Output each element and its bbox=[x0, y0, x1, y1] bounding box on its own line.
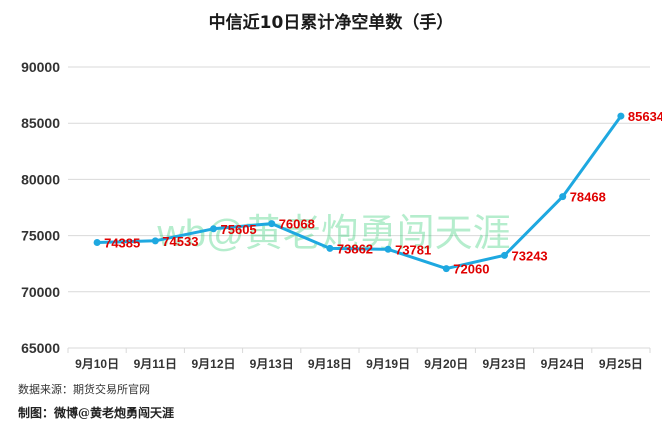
series-layer bbox=[93, 112, 625, 273]
data-point bbox=[501, 251, 508, 259]
chart-title: 中信近10日累计净空单数（手） bbox=[208, 13, 454, 33]
data-label: 74533 bbox=[162, 234, 198, 249]
y-axis: 65000 70000 75000 80000 85000 90000 bbox=[21, 59, 60, 356]
data-label: 73243 bbox=[512, 248, 548, 263]
data-label: 85634 bbox=[628, 109, 662, 124]
y-tick-label: 90000 bbox=[21, 59, 60, 75]
data-point bbox=[151, 237, 159, 245]
x-tick-label: 9月11日 bbox=[134, 357, 177, 371]
data-label: 78468 bbox=[570, 190, 606, 205]
x-tick-label: 9月10日 bbox=[75, 357, 119, 371]
x-tick-label: 9月18日 bbox=[308, 357, 352, 371]
x-tick-label: 9月12日 bbox=[191, 357, 235, 371]
x-tick-label: 9月24日 bbox=[541, 357, 585, 371]
x-tick-label: 9月23日 bbox=[482, 357, 526, 371]
y-tick-label: 75000 bbox=[21, 228, 60, 244]
x-tick-label: 9月25日 bbox=[599, 357, 643, 371]
data-label: 72060 bbox=[453, 262, 489, 277]
data-point bbox=[559, 193, 567, 201]
grid-layer bbox=[68, 66, 650, 349]
data-label: 75605 bbox=[221, 222, 257, 237]
data-point bbox=[442, 265, 450, 273]
data-label: 73781 bbox=[395, 242, 431, 257]
data-label-layer: 74385 74533 75605 76068 73862 73781 72060 73243… bbox=[104, 109, 662, 277]
data-label: 74385 bbox=[104, 236, 140, 251]
x-tick-label: 9月20日 bbox=[424, 357, 468, 371]
x-tick-label: 9月19日 bbox=[366, 357, 410, 371]
series-line bbox=[95, 114, 623, 271]
data-point bbox=[93, 239, 101, 247]
data-label: 76068 bbox=[279, 217, 315, 232]
data-point bbox=[326, 244, 334, 252]
data-point bbox=[617, 112, 625, 120]
data-point bbox=[268, 220, 276, 228]
y-tick-label: 80000 bbox=[21, 171, 60, 187]
y-tick-label: 65000 bbox=[21, 340, 60, 356]
x-axis: 9月10日 9月11日 9月12日 9月13日 9月18日 9月19日 9月20日 9月23日… bbox=[67, 348, 651, 371]
data-source-note: 数据来源：期货交易所官网 bbox=[18, 383, 150, 396]
chart-credit: 制图：微博@黄老炮勇闯天涯 bbox=[18, 406, 175, 420]
data-point bbox=[384, 245, 392, 253]
x-tick-label: 9月13日 bbox=[250, 357, 294, 371]
data-point bbox=[210, 225, 217, 233]
data-label: 73862 bbox=[337, 241, 373, 256]
y-tick-label: 70000 bbox=[21, 284, 60, 300]
y-tick-label: 85000 bbox=[21, 115, 60, 131]
